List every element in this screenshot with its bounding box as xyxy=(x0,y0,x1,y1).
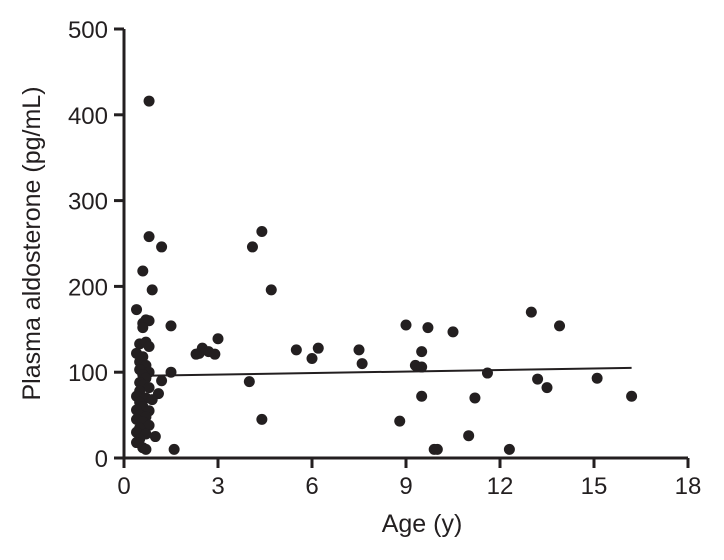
data-point xyxy=(290,344,302,356)
data-point xyxy=(209,348,221,360)
data-point xyxy=(146,394,158,406)
data-point xyxy=(416,390,428,402)
data-point xyxy=(140,443,152,455)
data-point xyxy=(143,382,155,394)
x-tick-label: 18 xyxy=(675,473,702,500)
data-point xyxy=(416,346,428,358)
data-point xyxy=(143,95,155,107)
x-tick-label: 6 xyxy=(305,473,318,500)
data-points xyxy=(131,95,638,455)
y-tick-label: 300 xyxy=(68,189,108,216)
x-axis-title: Age (y) xyxy=(382,510,463,538)
data-point xyxy=(156,375,168,387)
x-tick-label: 9 xyxy=(399,473,412,500)
data-point xyxy=(149,431,161,443)
x-tick-label: 12 xyxy=(487,473,514,500)
x-tick-label: 0 xyxy=(117,473,130,500)
data-point xyxy=(356,358,368,370)
data-point xyxy=(256,225,268,237)
trend-line xyxy=(152,366,632,377)
axes xyxy=(122,29,688,460)
data-point xyxy=(469,392,481,404)
data-point xyxy=(416,361,428,373)
data-point xyxy=(503,443,515,455)
data-point xyxy=(165,320,177,332)
data-point xyxy=(394,415,406,427)
data-point xyxy=(256,413,268,425)
data-point xyxy=(400,319,412,331)
data-point xyxy=(156,241,168,253)
x-tick-label: 15 xyxy=(581,473,608,500)
y-tick-label: 0 xyxy=(95,446,108,473)
x-tick-label: 3 xyxy=(211,473,224,500)
data-point xyxy=(447,326,459,338)
data-point xyxy=(312,342,324,354)
y-tick-label: 100 xyxy=(68,360,108,387)
data-point xyxy=(243,376,255,388)
data-point xyxy=(212,333,224,345)
data-point xyxy=(306,352,318,364)
data-point xyxy=(525,306,537,318)
y-tick-label: 200 xyxy=(68,274,108,301)
data-point xyxy=(143,419,155,431)
data-point xyxy=(168,443,180,455)
data-point xyxy=(137,322,149,334)
data-point xyxy=(554,320,566,332)
data-point xyxy=(591,372,603,384)
data-point xyxy=(422,322,434,334)
data-point xyxy=(265,284,277,296)
data-point xyxy=(532,373,544,385)
data-point xyxy=(541,382,553,394)
data-point xyxy=(431,443,443,455)
data-point xyxy=(143,231,155,243)
data-point xyxy=(353,344,365,356)
y-axis-title: Plasma aldosterone (pg/mL) xyxy=(18,86,46,400)
data-point xyxy=(626,390,638,402)
data-point xyxy=(131,304,143,316)
data-point xyxy=(190,348,202,360)
data-point xyxy=(463,430,475,442)
y-tick-label: 500 xyxy=(68,17,108,44)
data-point xyxy=(146,284,158,296)
axis-ticks: 0 3 6 9 12 15 18 0 100 200 300 400 500 xyxy=(68,17,701,500)
trend-line-group xyxy=(152,366,632,377)
y-tick-label: 400 xyxy=(68,103,108,130)
data-point xyxy=(137,265,149,277)
data-point xyxy=(246,241,258,253)
data-point xyxy=(143,340,155,352)
